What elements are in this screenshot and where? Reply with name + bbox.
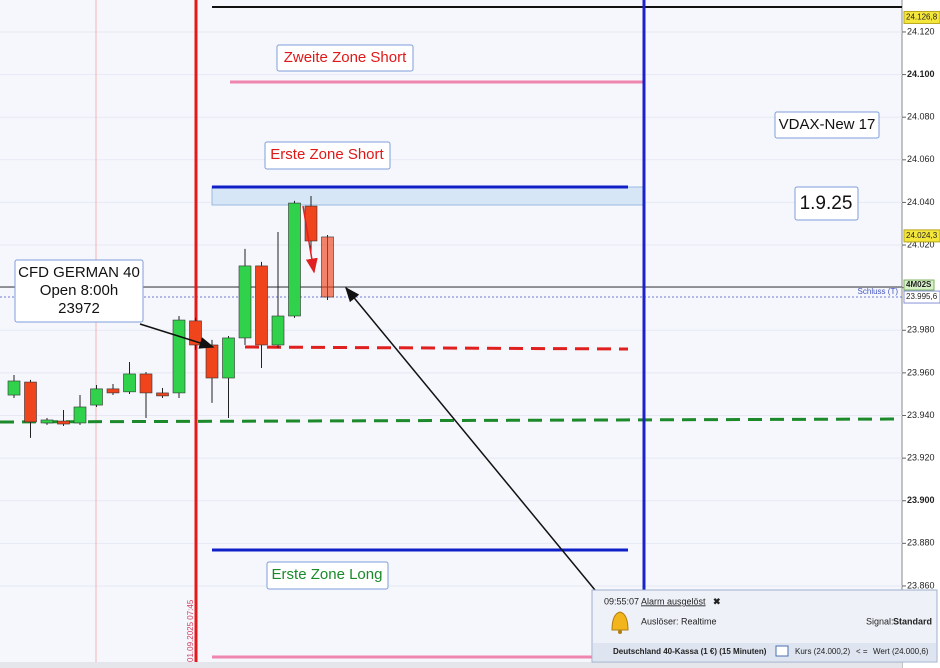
y-tick-label: 24.080 <box>907 112 935 122</box>
annotation-box <box>264 141 391 170</box>
alert-signal-value: Standard <box>893 616 932 626</box>
y-tick-label: 24.020 <box>907 239 935 249</box>
alert-price: Kurs (24.000,2) <box>795 647 850 656</box>
y-tick-label: 23.900 <box>907 495 935 505</box>
axis-background <box>902 0 940 668</box>
candle-body <box>238 265 252 339</box>
time-axis-strip <box>0 662 902 668</box>
candle-body <box>288 202 301 317</box>
annotation: Erste Zone Short <box>270 146 384 163</box>
price-tag <box>903 10 940 24</box>
y-tick-label: 23.880 <box>907 538 935 548</box>
close-label: Schluss (T) <box>858 287 899 296</box>
annotation-box <box>794 186 859 221</box>
y-tick-label: 24.120 <box>907 26 935 36</box>
chart-icon[interactable] <box>775 645 789 657</box>
annotation: Zweite Zone Short <box>284 49 407 66</box>
price-tag-label: 24.126,8 <box>906 13 938 22</box>
candle-body <box>172 319 186 394</box>
candle-body <box>123 373 136 393</box>
marker-label: 01.09.2025 07:45 <box>186 599 195 662</box>
alert-operator: < = <box>856 647 868 656</box>
plot-background <box>0 0 902 662</box>
candle-body <box>24 381 37 423</box>
annotation: 23972 <box>58 300 100 317</box>
close-icon[interactable]: ✖ <box>713 596 721 606</box>
candle-body <box>222 337 235 379</box>
price-tag-label: 24.024,3 <box>906 231 938 240</box>
alert-signal-label: Signal: <box>866 616 894 626</box>
alert-instrument: Deutschland 40-Kassa (1 €) (15 Minuten) <box>613 647 767 656</box>
open-line <box>244 345 629 351</box>
y-tick-label: 23.960 <box>907 367 935 377</box>
candle-body <box>90 388 103 406</box>
bell-icon <box>611 611 629 631</box>
alert-time: 09:55:07 <box>604 596 639 606</box>
annotation: VDAX-New 17 <box>779 116 876 133</box>
annotation: Erste Zone Long <box>272 566 383 583</box>
annotation: Open 8:00h <box>40 282 118 299</box>
countdown-tag <box>903 279 935 291</box>
annotation-box <box>266 561 389 590</box>
y-tick-label: 23.860 <box>907 580 935 590</box>
annotation-box <box>14 259 144 323</box>
candle-body <box>40 419 54 424</box>
y-tick-label: 24.100 <box>907 69 935 79</box>
alert-title[interactable]: Alarm ausgelöst <box>641 596 706 606</box>
candle-body <box>139 373 153 394</box>
price-tag <box>903 229 940 243</box>
countdown-label: 4M02S <box>906 280 932 289</box>
annotation: 1.9.25 <box>800 193 853 214</box>
price-tag <box>903 290 940 304</box>
candle-body <box>156 392 169 397</box>
candle-body <box>7 380 21 396</box>
arrow <box>345 286 596 591</box>
price-tag-label: 23.995,6 <box>906 292 938 301</box>
y-tick-label: 23.980 <box>907 325 935 335</box>
zone-box <box>211 186 644 206</box>
candle-body <box>205 344 219 379</box>
candle-body <box>106 388 120 394</box>
annotation-box <box>774 111 880 139</box>
y-tick-label: 23.940 <box>907 410 935 420</box>
candle-body <box>304 205 318 242</box>
candle-body <box>321 236 334 298</box>
arrow <box>302 205 318 274</box>
y-tick-label: 23.920 <box>907 452 935 462</box>
y-tick-label: 24.060 <box>907 154 935 164</box>
annotation-box <box>276 44 414 72</box>
support-line <box>0 417 901 424</box>
y-tick-label: 24.040 <box>907 197 935 207</box>
alert-trigger: Auslöser: Realtime <box>641 616 717 626</box>
candle-body <box>73 406 87 424</box>
candle-body <box>255 265 268 346</box>
arrow <box>139 323 215 349</box>
alert-footer <box>593 643 936 661</box>
alert-value: Wert (24.000,6) <box>873 647 929 656</box>
candle-body <box>57 420 70 425</box>
annotation: CFD GERMAN 40 <box>18 264 140 281</box>
bell-icon <box>618 630 622 634</box>
candle-body <box>271 315 285 346</box>
